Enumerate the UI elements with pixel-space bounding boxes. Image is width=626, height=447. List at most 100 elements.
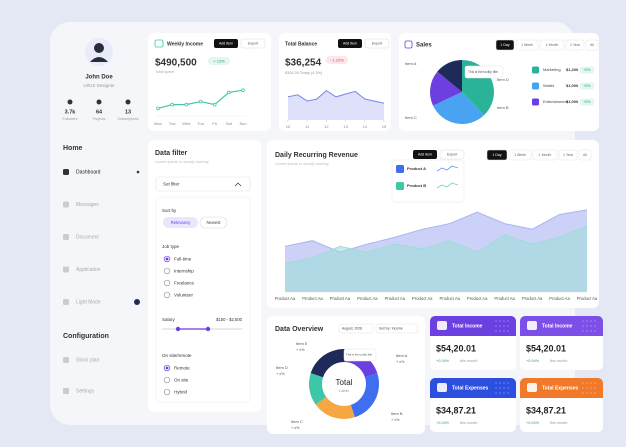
slice-label: Item D xyxy=(276,365,288,370)
tab[interactable] xyxy=(532,149,558,161)
nav-item[interactable]: Messages xyxy=(76,202,99,208)
stat-title: Total Expenses xyxy=(542,385,579,391)
button[interactable] xyxy=(364,38,390,49)
button[interactable] xyxy=(214,39,238,48)
subtitle: Lorem ipsum is simply dummy xyxy=(155,159,209,164)
tab-label[interactable]: 1 Day xyxy=(500,43,509,47)
stat-card-header xyxy=(520,390,603,398)
amount: $36,254 xyxy=(285,58,322,69)
dropdown-label[interactable]: Set filter xyxy=(163,182,180,187)
button-label[interactable]: Export xyxy=(248,42,258,46)
change: +5% xyxy=(583,84,590,88)
nav-item[interactable]: Light Mode xyxy=(76,299,101,305)
button[interactable] xyxy=(413,150,437,159)
chip-label[interactable]: Relevancy xyxy=(171,220,191,225)
nav-item[interactable]: Document xyxy=(76,234,99,240)
tab[interactable] xyxy=(508,149,532,161)
stat-period: this month xyxy=(460,421,478,425)
radio-label[interactable]: Hybrid xyxy=(174,389,188,394)
x-tick-label: Wed xyxy=(182,121,190,126)
tab-label[interactable]: 1 Year xyxy=(570,43,581,47)
tab-label[interactable]: 1 Month xyxy=(539,153,552,157)
button-label[interactable]: Export xyxy=(372,42,382,46)
x-tick-label: Product Aa xyxy=(357,296,378,301)
tab-label[interactable]: 1 Day xyxy=(492,153,501,157)
x-tick-label: Product Aa xyxy=(577,296,598,301)
decoration xyxy=(590,330,592,332)
tooltip-icon xyxy=(396,165,404,173)
tab[interactable] xyxy=(578,149,592,161)
stat-title: Total Income xyxy=(542,323,573,329)
area xyxy=(285,225,587,292)
decoration xyxy=(495,320,497,322)
radio-label[interactable]: Remote xyxy=(174,365,190,370)
radio-label[interactable]: Volunteer xyxy=(174,292,194,297)
button-label[interactable]: Add Item xyxy=(219,42,233,46)
dropdown[interactable] xyxy=(155,176,251,192)
decoration xyxy=(594,320,596,322)
tab[interactable] xyxy=(539,39,565,51)
select-label[interactable]: Sort by: Income xyxy=(379,327,403,331)
x-tick-label: Product Aa xyxy=(494,296,515,301)
select[interactable] xyxy=(338,323,374,334)
stat-title: Total Expenses xyxy=(452,385,489,391)
nav-section-title: Home xyxy=(63,145,83,152)
x-tick-label: Thu xyxy=(197,121,204,126)
tab-label[interactable]: 1 Week xyxy=(514,153,526,157)
tab-label[interactable]: All xyxy=(590,43,594,47)
radio-label[interactable]: On site xyxy=(174,377,189,382)
tab[interactable] xyxy=(486,149,508,161)
x-tick-label: 15 xyxy=(382,124,387,129)
change-pill xyxy=(580,98,594,106)
select[interactable] xyxy=(375,323,419,334)
stat-value: 13 xyxy=(125,109,131,115)
radio-dot xyxy=(165,366,169,370)
decoration xyxy=(586,392,588,394)
tab[interactable] xyxy=(585,39,599,51)
card-title: Total Balance xyxy=(285,41,317,47)
tab[interactable] xyxy=(515,39,539,51)
stat-icon xyxy=(527,321,537,330)
decoration xyxy=(495,325,497,327)
button-label[interactable]: Add Item xyxy=(343,42,357,46)
nav-item[interactable]: Stock plan xyxy=(76,357,100,363)
select-label[interactable]: August, 2028 xyxy=(342,327,362,331)
x-tick-label: Sun xyxy=(239,121,246,126)
nav-item[interactable]: Application xyxy=(76,267,101,273)
radio-label[interactable]: Freelance xyxy=(174,280,195,285)
chip-label[interactable]: Newest xyxy=(207,220,222,225)
decoration xyxy=(586,382,588,384)
tab-label[interactable]: 1 Week xyxy=(521,43,533,47)
button[interactable] xyxy=(439,149,465,160)
radio-label[interactable]: Internship xyxy=(174,268,194,273)
button-label[interactable]: Export xyxy=(447,153,457,157)
card xyxy=(267,316,425,434)
tab-label[interactable]: 1 Month xyxy=(546,43,559,47)
decoration xyxy=(594,387,596,389)
button[interactable] xyxy=(338,39,362,48)
chevron xyxy=(234,182,242,187)
decoration xyxy=(586,330,588,332)
decoration xyxy=(594,330,596,332)
decoration xyxy=(499,382,501,384)
nav-item[interactable]: Settings xyxy=(76,388,95,394)
tab-label[interactable]: All xyxy=(583,153,587,157)
nav-item[interactable]: Dashboard xyxy=(76,169,101,175)
tab[interactable] xyxy=(495,39,515,51)
button-label[interactable]: Add Item xyxy=(418,153,432,157)
tab-label[interactable]: 1 Year xyxy=(563,153,574,157)
tab[interactable] xyxy=(565,39,585,51)
x-tick-label: Product Aa xyxy=(467,296,488,301)
chip[interactable] xyxy=(199,216,228,229)
nav-icon xyxy=(63,357,69,363)
chip[interactable] xyxy=(163,217,198,228)
radio-label[interactable]: Full-time xyxy=(174,256,192,261)
decoration xyxy=(503,387,505,389)
button[interactable] xyxy=(240,38,266,49)
tab[interactable] xyxy=(558,149,578,161)
tooltip xyxy=(464,65,504,79)
stat-amount: $54,20.01 xyxy=(436,343,476,353)
nav-icon xyxy=(63,266,69,273)
slice-note: + x% xyxy=(296,348,305,352)
sparkline xyxy=(436,165,459,172)
